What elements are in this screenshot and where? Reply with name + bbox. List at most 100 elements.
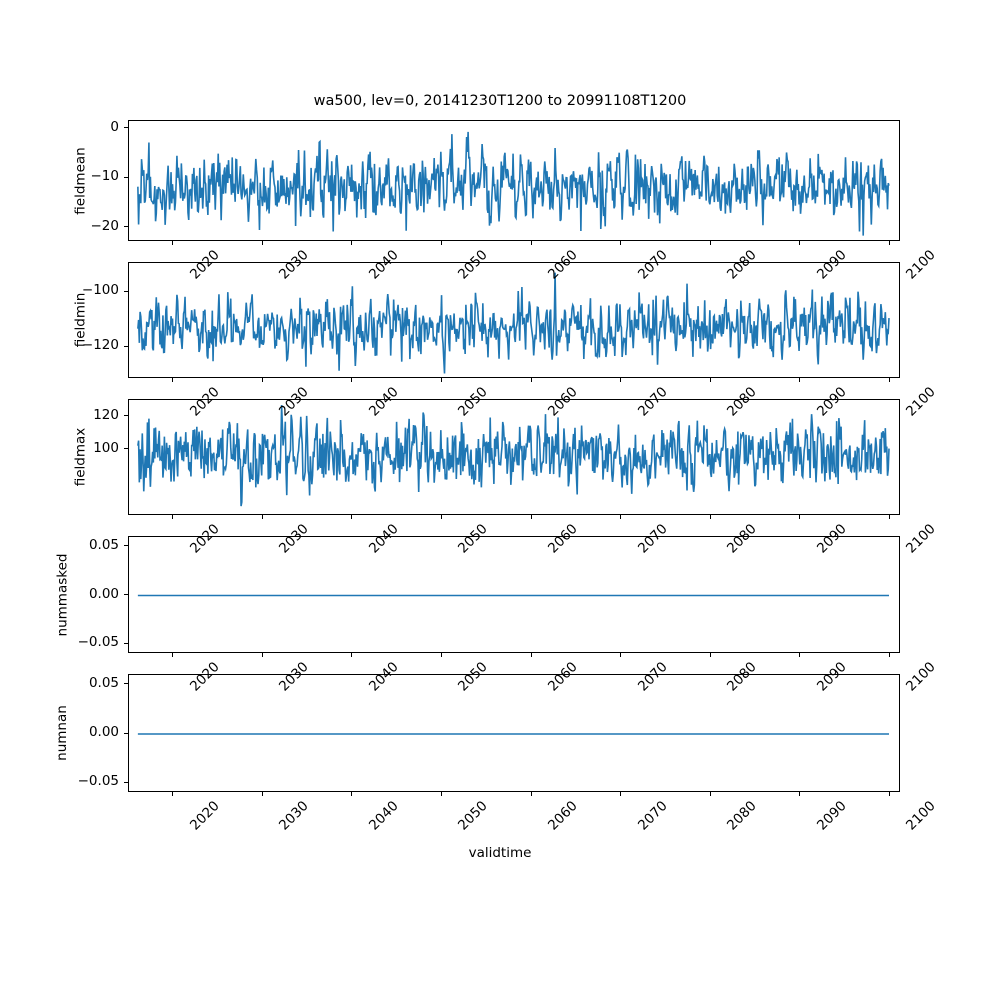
y-tick-mark xyxy=(124,545,128,547)
x-tick-label: 2100 xyxy=(903,798,939,834)
x-tick-mark xyxy=(620,241,622,245)
x-tick-mark xyxy=(888,378,890,382)
y-axis-label-fieldmean: fieldmean xyxy=(72,146,89,215)
data-line-fieldmax xyxy=(137,404,890,507)
x-tick-label: 2070 xyxy=(634,798,671,834)
x-tick-mark xyxy=(261,653,263,657)
x-tick-mark xyxy=(709,241,711,245)
y-tick-mark xyxy=(124,594,128,596)
y-tick-label: −20 xyxy=(90,217,120,234)
x-tick-mark xyxy=(351,653,353,657)
x-tick-label: 2030 xyxy=(276,798,313,834)
y-tick-mark xyxy=(124,732,128,734)
y-tick-label: −100 xyxy=(81,282,119,298)
y-tick-mark xyxy=(124,781,128,783)
plot-canvas-numnan xyxy=(137,733,889,735)
y-tick-mark xyxy=(124,127,128,129)
x-tick-mark xyxy=(530,241,532,245)
subplot-fieldmin xyxy=(128,262,900,378)
x-tick-mark xyxy=(530,515,532,519)
y-tick-mark xyxy=(124,642,128,644)
y-axis-label-numnan: numnan xyxy=(53,705,70,761)
x-tick-mark xyxy=(351,515,353,519)
x-tick-mark xyxy=(888,653,890,657)
x-tick-mark xyxy=(709,515,711,519)
x-tick-mark xyxy=(261,378,263,382)
subplot-nummasked xyxy=(128,536,900,653)
x-tick-mark xyxy=(440,515,443,519)
x-tick-label: 2100 xyxy=(903,384,939,420)
x-tick-mark xyxy=(799,653,801,657)
x-tick-mark xyxy=(709,792,711,796)
x-tick-label: 2090 xyxy=(813,798,850,834)
data-line-fieldmean xyxy=(137,131,890,236)
subplot-numnan xyxy=(128,674,900,792)
x-tick-mark xyxy=(888,515,890,519)
y-tick-mark xyxy=(124,415,128,417)
x-tick-mark xyxy=(620,378,622,382)
y-tick-label: 0 xyxy=(110,118,119,135)
y-tick-mark xyxy=(124,290,128,292)
y-axis-label-fieldmin: fieldmin xyxy=(71,292,88,348)
x-axis-label: validtime xyxy=(468,845,532,861)
x-tick-label: 2060 xyxy=(545,798,581,834)
x-tick-mark xyxy=(351,241,353,245)
x-tick-mark xyxy=(172,378,174,382)
x-tick-mark xyxy=(530,378,532,382)
x-tick-mark xyxy=(351,378,353,382)
x-tick-mark xyxy=(799,515,801,519)
plot-canvas-fieldmean xyxy=(137,131,890,236)
x-tick-label: 2100 xyxy=(903,659,939,695)
data-line-fieldmin xyxy=(137,272,890,374)
x-tick-mark xyxy=(530,653,532,657)
x-tick-mark xyxy=(799,792,801,796)
x-tick-mark xyxy=(172,792,174,796)
y-axis-label-nummasked: nummasked xyxy=(53,553,70,636)
x-tick-mark xyxy=(172,241,174,245)
x-tick-mark xyxy=(709,378,711,382)
x-tick-mark xyxy=(888,792,890,796)
figure-title: wa500, lev=0, 20141230T1200 to 20991108T… xyxy=(313,93,687,109)
x-tick-mark xyxy=(261,515,263,519)
x-tick-mark xyxy=(172,515,174,519)
y-axis-label-fieldmax: fieldmax xyxy=(71,427,88,487)
y-tick-mark xyxy=(124,345,128,347)
x-tick-mark xyxy=(620,515,622,519)
x-tick-mark xyxy=(440,792,443,796)
y-tick-label: −10 xyxy=(90,168,120,185)
x-tick-mark xyxy=(172,653,174,657)
x-tick-mark xyxy=(261,241,263,245)
y-tick-mark xyxy=(124,448,128,450)
x-tick-mark xyxy=(440,653,443,657)
x-tick-mark xyxy=(440,241,443,245)
y-tick-label: 0.05 xyxy=(88,674,119,691)
plot-canvas-fieldmin xyxy=(137,272,890,374)
x-tick-mark xyxy=(709,653,711,657)
y-tick-mark xyxy=(124,176,128,178)
y-tick-mark xyxy=(124,226,128,228)
plot-canvas-fieldmax xyxy=(137,404,890,507)
y-tick-label: 0.00 xyxy=(88,585,119,602)
y-tick-label: −0.05 xyxy=(77,773,119,790)
x-tick-label: 2080 xyxy=(724,798,760,834)
y-tick-label: 100 xyxy=(93,439,119,456)
x-tick-label: 2040 xyxy=(365,798,402,834)
y-tick-label: −120 xyxy=(81,337,119,354)
x-tick-mark xyxy=(799,241,801,245)
y-tick-label: −0.05 xyxy=(77,634,119,651)
x-tick-mark xyxy=(351,792,353,796)
subplot-fieldmax xyxy=(128,399,900,515)
y-tick-label: 120 xyxy=(93,406,119,423)
x-tick-label: 2100 xyxy=(903,247,939,283)
x-tick-label: 2050 xyxy=(455,798,492,834)
y-tick-label: 0.00 xyxy=(88,724,119,740)
x-tick-label: 2100 xyxy=(903,521,939,557)
plot-canvas-nummasked xyxy=(137,594,889,597)
y-tick-label: 0.05 xyxy=(88,536,119,553)
x-tick-mark xyxy=(888,241,890,245)
x-tick-mark xyxy=(530,792,532,796)
y-tick-mark xyxy=(124,683,128,685)
x-tick-label: 2020 xyxy=(186,798,223,834)
x-tick-mark xyxy=(440,378,443,382)
